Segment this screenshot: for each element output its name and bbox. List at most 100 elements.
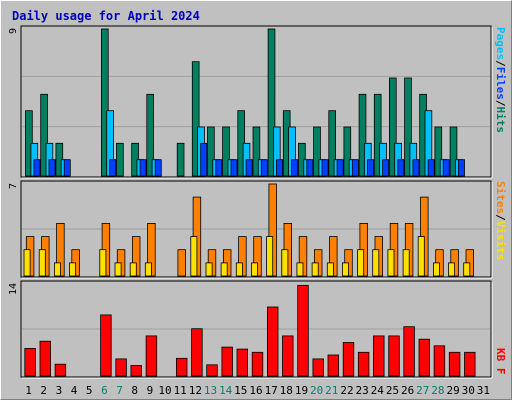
panel-visits-sites: 7 bbox=[8, 180, 493, 279]
legend-fileslabel: Files bbox=[494, 67, 507, 100]
bar-hits-day-24 bbox=[373, 93, 382, 177]
x-tick-label-10: 10 bbox=[158, 384, 171, 397]
bar-pages-day-8 bbox=[139, 159, 147, 177]
bar-pages-day-20 bbox=[321, 159, 329, 177]
x-tick-label-21: 21 bbox=[325, 384, 338, 397]
bar-sites-day-18 bbox=[281, 249, 289, 277]
x-tick-label-1: 1 bbox=[25, 384, 32, 397]
bar-kbytes-day-21 bbox=[327, 354, 340, 377]
bar-sites-day-7 bbox=[114, 262, 122, 277]
bar-sites-day-20 bbox=[311, 262, 319, 277]
axis-max-label: 14 bbox=[8, 283, 19, 295]
bar-hits-day-16 bbox=[252, 126, 261, 177]
legend--label: / bbox=[494, 214, 507, 221]
bar-kbytes-day-14 bbox=[221, 346, 233, 377]
legend-siteslabel: Sites bbox=[494, 181, 507, 214]
bar-hits-day-20 bbox=[313, 126, 321, 177]
bar-pages-day-22 bbox=[351, 159, 359, 177]
x-tick-label-16: 16 bbox=[249, 384, 262, 397]
bar-hits-day-29 bbox=[449, 126, 458, 177]
bar-sites-day-21 bbox=[326, 262, 334, 277]
bar-sites-day-16 bbox=[251, 262, 258, 277]
bar-sites-day-3 bbox=[54, 262, 61, 277]
x-tick-label-4: 4 bbox=[71, 384, 78, 397]
bar-kbytes-day-26 bbox=[403, 326, 415, 377]
bar-pages-day-12 bbox=[200, 142, 208, 177]
bar-kbytes-day-23 bbox=[357, 351, 370, 377]
bar-sites-day-26 bbox=[402, 249, 410, 277]
bar-hits-day-26 bbox=[404, 77, 412, 177]
bar-sites-day-15 bbox=[235, 262, 243, 277]
bar-kbytes-day-25 bbox=[388, 335, 400, 377]
bar-kbytes-day-28 bbox=[433, 345, 446, 377]
axis-max-label: 7 bbox=[8, 183, 19, 189]
bar-kbytes-day-30 bbox=[464, 351, 476, 377]
bar-pages-day-25 bbox=[397, 159, 405, 177]
bar-kbytes-day-6 bbox=[100, 314, 112, 377]
x-tick-label-8: 8 bbox=[131, 384, 138, 397]
x-tick-label-17: 17 bbox=[265, 384, 278, 397]
bar-pages-day-6 bbox=[109, 159, 117, 177]
bar-sites-day-29 bbox=[448, 262, 455, 277]
bar-pages-day-21 bbox=[336, 159, 344, 177]
chart-title: Daily usage for April 2024 bbox=[12, 9, 200, 23]
panel-hits-files-pages: 9 bbox=[8, 25, 493, 179]
bar-pages-day-16 bbox=[260, 159, 268, 177]
x-tick-label-12: 12 bbox=[189, 384, 202, 397]
bar-sites-day-27 bbox=[417, 236, 425, 277]
bar-kbytes-day-2 bbox=[39, 340, 52, 377]
bar-kbytes-day-16 bbox=[251, 351, 264, 377]
bar-sites-day-17 bbox=[266, 236, 274, 277]
bar-sites-day-30 bbox=[463, 262, 471, 277]
bar-kbytes-day-7 bbox=[115, 358, 127, 377]
bar-hits-day-12 bbox=[191, 61, 200, 177]
bar-sites-day-4 bbox=[69, 262, 76, 277]
bar-visits-day-11 bbox=[177, 249, 186, 277]
x-tick-label-3: 3 bbox=[56, 384, 63, 397]
bar-kbytes-day-9 bbox=[145, 335, 158, 377]
x-tick-label-20: 20 bbox=[310, 384, 323, 397]
bar-hits-day-21 bbox=[328, 110, 336, 177]
bar-sites-day-13 bbox=[205, 262, 213, 277]
bar-hits-day-28 bbox=[434, 126, 443, 177]
bar-pages-day-23 bbox=[366, 159, 374, 177]
x-tick-label-14: 14 bbox=[219, 384, 233, 397]
bar-kbytes-day-18 bbox=[282, 335, 294, 377]
bar-kbytes-day-12 bbox=[191, 328, 203, 377]
bar-hits-day-6 bbox=[101, 28, 109, 177]
bar-sites-day-1 bbox=[23, 249, 31, 277]
x-tick-label-9: 9 bbox=[147, 384, 154, 397]
bar-pages-day-9 bbox=[154, 159, 162, 177]
legend-kb-flabel: KB F bbox=[494, 348, 507, 375]
bar-hits-day-11 bbox=[176, 142, 185, 177]
bar-pages-day-13 bbox=[215, 159, 223, 177]
bar-kbytes-day-27 bbox=[418, 338, 431, 377]
series-legend-label: Pages/Files/Hits bbox=[494, 27, 507, 133]
bar-pages-day-17 bbox=[276, 159, 283, 177]
x-tick-label-18: 18 bbox=[280, 384, 293, 397]
bar-kbytes-day-19 bbox=[297, 284, 309, 377]
bar-pages-day-27 bbox=[427, 159, 435, 177]
bar-pages-day-19 bbox=[306, 159, 314, 177]
bar-kbytes-day-15 bbox=[236, 348, 249, 377]
x-tick-label-7: 7 bbox=[116, 384, 123, 397]
bar-sites-day-19 bbox=[296, 262, 304, 277]
bar-hits-day-22 bbox=[343, 126, 352, 177]
bar-pages-day-2 bbox=[48, 159, 56, 177]
bar-kbytes-day-24 bbox=[373, 335, 385, 377]
legend--label: / bbox=[494, 100, 507, 107]
bar-hits-day-14 bbox=[222, 126, 230, 177]
bar-pages-day-24 bbox=[382, 159, 390, 177]
bar-kbytes-day-29 bbox=[448, 351, 461, 377]
panel-kbytes: 14 bbox=[8, 280, 493, 379]
bar-sites-day-6 bbox=[99, 249, 107, 277]
bar-kbytes-day-3 bbox=[54, 363, 67, 377]
axis-max-label: 9 bbox=[8, 28, 19, 34]
x-tick-label-23: 23 bbox=[355, 384, 368, 397]
bar-sites-day-12 bbox=[190, 236, 198, 277]
series-legend-label: Sites/Visits bbox=[494, 181, 507, 261]
bar-hits-day-23 bbox=[358, 93, 367, 177]
bar-hits-day-17 bbox=[267, 28, 276, 177]
x-tick-label-11: 11 bbox=[174, 384, 187, 397]
